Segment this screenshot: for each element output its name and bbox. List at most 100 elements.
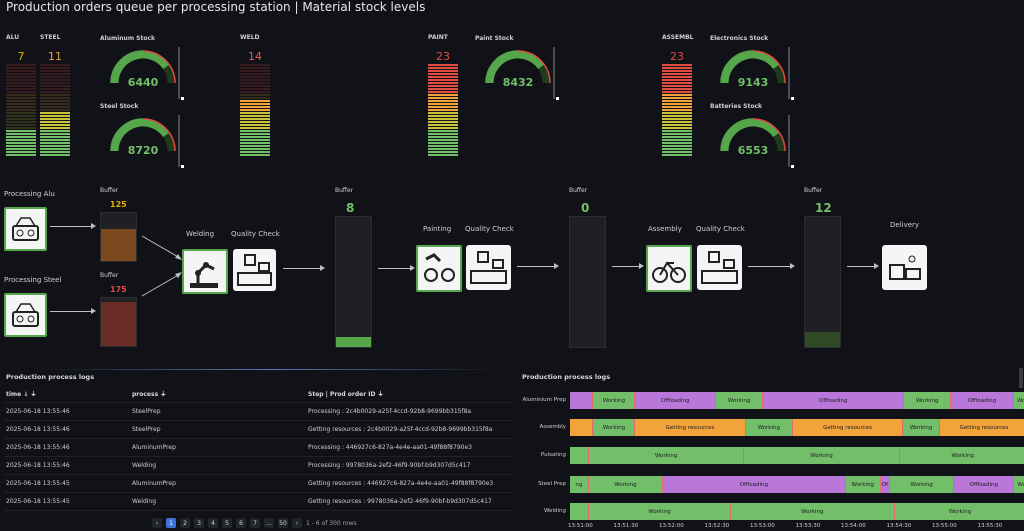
stock-gauge xyxy=(110,118,176,152)
assembly-station[interactable] xyxy=(646,245,692,292)
timeline-segment[interactable]: Working xyxy=(889,476,955,493)
timeline-segment[interactable]: Working xyxy=(593,392,636,409)
filter-icon: ⏚ xyxy=(377,391,384,398)
time-tick-label: 13:53:30 xyxy=(795,523,821,529)
timeline-panel-title: Production process logs xyxy=(522,373,611,381)
time-tick-label: 13:55:00 xyxy=(932,523,957,529)
timeline-segment[interactable] xyxy=(570,503,590,520)
stock-gauge xyxy=(485,50,551,84)
table-row[interactable]: 2025-06-18 13:55:46 AluminumPrep Processin… xyxy=(4,438,512,457)
page-button[interactable]: 2 xyxy=(180,518,190,528)
timeline-segment[interactable]: Working xyxy=(903,419,940,436)
timeline-segment[interactable]: Working xyxy=(593,419,636,436)
timeline-segment[interactable]: Offloading xyxy=(763,392,905,409)
next-page-button[interactable]: › xyxy=(292,518,302,528)
stock-label: Aluminum Stock xyxy=(100,35,156,42)
prev-page-button[interactable]: ‹ xyxy=(152,518,162,528)
column-header-step[interactable]: Step | Prod order ID ⏚ xyxy=(306,385,512,403)
table-cell: Getting resources : 446927c6-827a-4e4e-a… xyxy=(306,474,512,493)
page-button[interactable]: 1 xyxy=(166,518,176,528)
quality-check-station[interactable] xyxy=(466,245,511,290)
buffer-3-bar xyxy=(804,216,841,348)
timeline-segment[interactable]: Getting resources xyxy=(635,419,746,436)
timeline-segment[interactable]: Working xyxy=(845,476,881,493)
merge-arrows xyxy=(141,235,182,297)
timeline-segment[interactable]: Offloading xyxy=(635,392,717,409)
stock-level-bar xyxy=(178,115,184,168)
stock-level-bar xyxy=(178,47,184,100)
page-button[interactable]: 4 xyxy=(208,518,218,528)
timeline-row-label: Aluminium Prep xyxy=(522,397,566,403)
timeline-segment[interactable]: Working xyxy=(895,503,1024,520)
time-tick-label: 13:51:00 xyxy=(568,523,593,529)
table-row[interactable]: 2025-06-18 13:55:46 SteelPrep Getting reso… xyxy=(4,420,512,439)
stock-value: 9143 xyxy=(737,76,769,89)
queue-label: PAINT xyxy=(428,34,448,41)
table-row[interactable]: 2025-06-18 13:55:45 Welding Getting resour… xyxy=(4,492,512,511)
tray-icon xyxy=(12,303,39,327)
stock-level-bar xyxy=(553,47,559,100)
time-tick-label: 13:53:00 xyxy=(750,523,775,529)
timeline-segment[interactable]: Working xyxy=(745,419,793,436)
timeline-segment[interactable]: Offloading xyxy=(663,476,846,493)
time-tick-label: 13:52:00 xyxy=(659,523,684,529)
table-cell: 2025-06-18 13:55:46 xyxy=(4,402,130,421)
delivery-station[interactable] xyxy=(882,245,927,290)
timeline-segment[interactable]: Getting resources xyxy=(792,419,904,436)
page-button[interactable]: 50 xyxy=(278,518,288,528)
quality-check-station[interactable] xyxy=(233,249,276,291)
stock-value: 8720 xyxy=(127,144,159,157)
flow-arrow xyxy=(283,265,325,271)
filter-icon: ⏚ xyxy=(30,391,37,398)
timeline-segment[interactable]: Working xyxy=(589,447,744,464)
page-button[interactable]: ... xyxy=(264,518,274,528)
timeline-segment[interactable]: Wo xyxy=(1013,392,1024,409)
page-button[interactable]: 7 xyxy=(250,518,260,528)
timeline-segment[interactable]: Working xyxy=(588,476,664,493)
timeline-segment[interactable] xyxy=(570,419,594,436)
timeline-row: Working Offloading Working Offloading Workin… xyxy=(570,392,1024,409)
queue-value: 7 xyxy=(17,50,25,63)
timeline-segment[interactable]: Wo xyxy=(1014,476,1024,493)
timeline-segment[interactable] xyxy=(570,447,590,464)
table-row[interactable]: 2025-06-18 13:55:46 Welding Processing : 9… xyxy=(4,456,512,475)
table-row[interactable]: 2025-06-18 13:55:45 AluminumPrep Getting r… xyxy=(4,474,512,493)
timeline-segment[interactable]: Offloading xyxy=(951,392,1014,409)
timeline-segment[interactable]: Working xyxy=(716,392,764,409)
timeline-segment[interactable]: Working xyxy=(589,503,731,520)
buffer-alu-value: 125 xyxy=(110,200,127,209)
scrollbar[interactable] xyxy=(1019,368,1023,388)
processing-steel-station[interactable] xyxy=(4,293,47,337)
quality-check-station[interactable] xyxy=(697,245,742,290)
stock-level-bar xyxy=(788,47,794,100)
timeline-segment[interactable]: ng xyxy=(570,476,589,493)
table-cell: 2025-06-18 13:55:45 xyxy=(4,474,130,493)
stock-level-bar xyxy=(788,115,794,168)
timeline-segment[interactable]: Working xyxy=(900,447,1024,464)
timeline-row: ng Working Offloading Working Of Working Offlo… xyxy=(570,476,1024,493)
table-cell: Processing : 446927c6-827a-4e4e-aa01-49f… xyxy=(306,438,512,457)
page-button[interactable]: 5 xyxy=(222,518,232,528)
timeline-segment[interactable]: Getting resources xyxy=(939,419,1024,436)
quality-check-label: Quality Check xyxy=(231,230,280,238)
table-cell: 2025-06-18 13:55:46 xyxy=(4,456,130,475)
time-tick-label: 13:55:30 xyxy=(977,523,1003,529)
page-button[interactable]: 3 xyxy=(194,518,204,528)
column-header-process[interactable]: process ⏚ xyxy=(130,385,306,403)
time-tick-label: 13:52:30 xyxy=(704,523,730,529)
timeline-segment[interactable]: Of xyxy=(880,476,890,493)
timeline-segment[interactable]: Working xyxy=(743,447,901,464)
timeline-segment[interactable] xyxy=(570,392,594,409)
timeline-segment[interactable]: Working xyxy=(904,392,952,409)
flow-arrow xyxy=(50,223,96,229)
welding-station[interactable] xyxy=(182,249,228,294)
timeline-segment[interactable]: Working xyxy=(730,503,896,520)
flow-arrow xyxy=(378,265,415,271)
column-header-time[interactable]: time ↓ ⏚ xyxy=(4,385,130,403)
buffer-steel-bar xyxy=(100,297,137,347)
processing-alu-station[interactable] xyxy=(4,207,47,251)
page-button[interactable]: 6 xyxy=(236,518,246,528)
painting-station[interactable] xyxy=(416,245,462,292)
timeline-segment[interactable]: Offloading xyxy=(954,476,1015,493)
table-row[interactable]: 2025-06-18 13:55:46 SteelPrep Processing :… xyxy=(4,402,512,421)
